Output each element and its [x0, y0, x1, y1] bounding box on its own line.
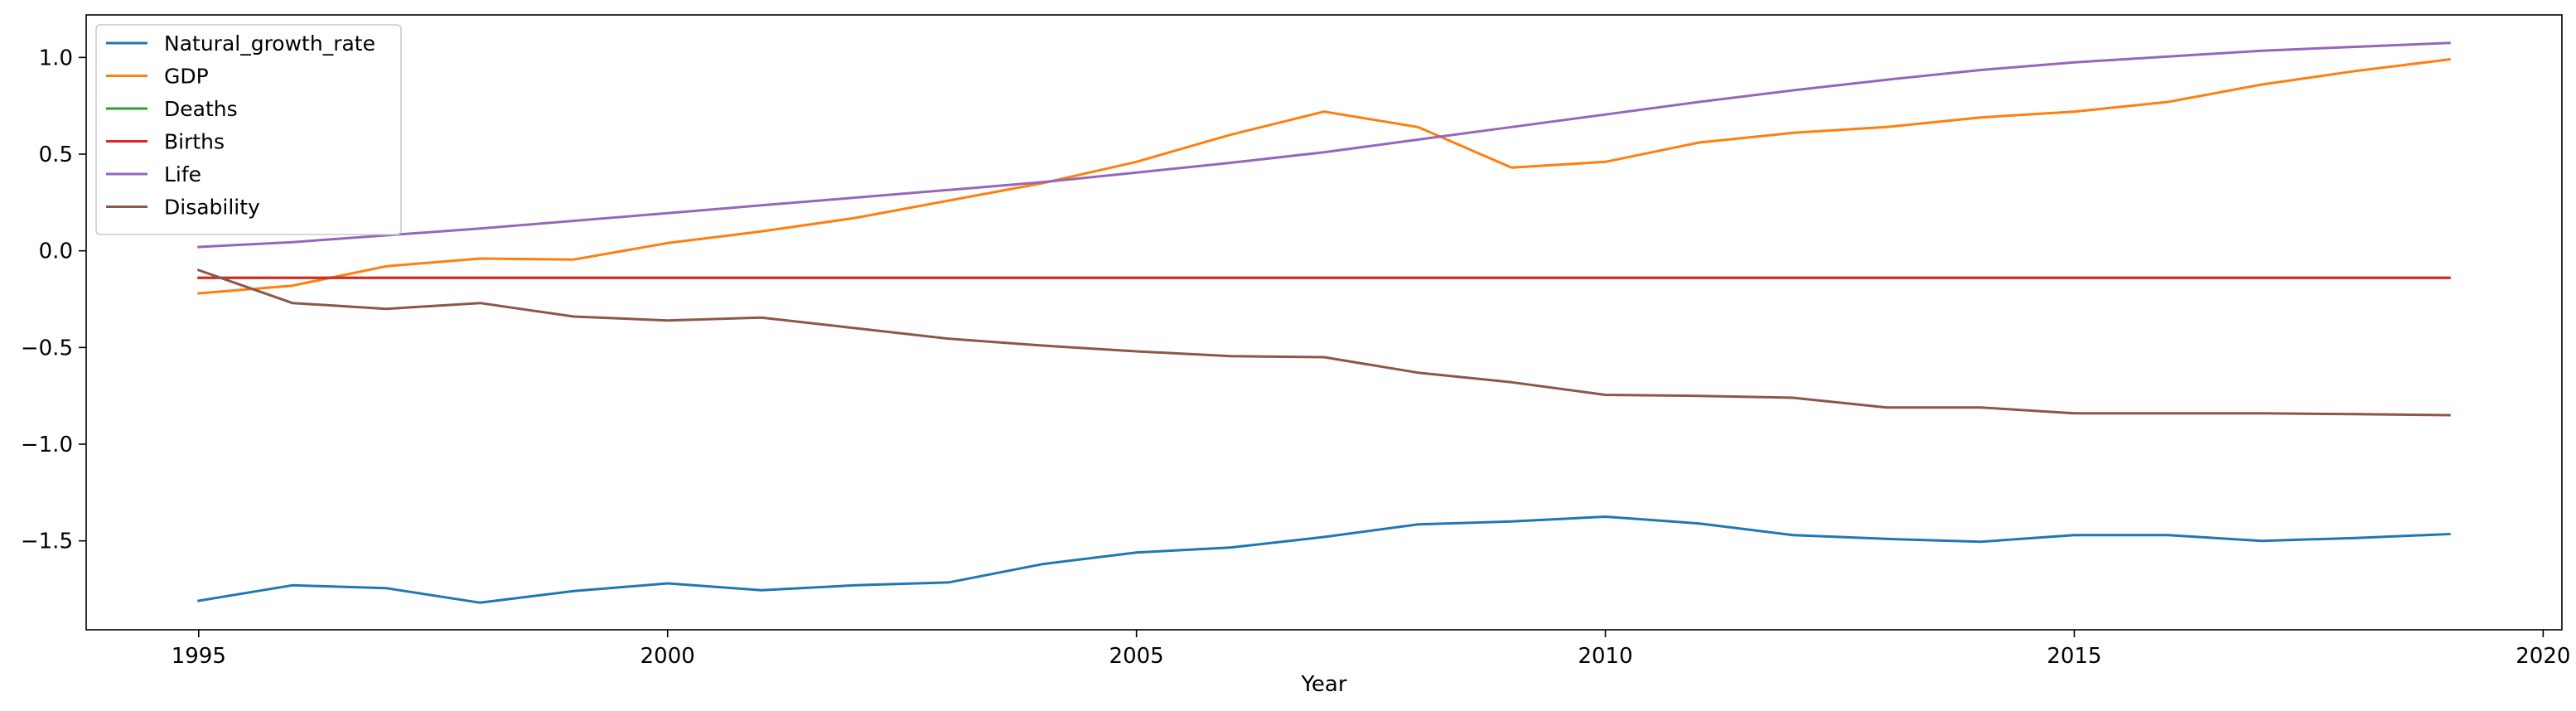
series-line-4	[199, 43, 2449, 247]
legend-label-3: Births	[164, 130, 225, 154]
legend-label-2: Deaths	[164, 97, 238, 121]
x-tick-label: 2010	[1578, 644, 1632, 669]
y-tick-label: 0.0	[39, 239, 73, 264]
series-line-0	[199, 517, 2449, 603]
legend-label-1: GDP	[164, 65, 209, 89]
x-tick-label: 2000	[640, 644, 695, 669]
legend-label-4: Life	[164, 162, 201, 186]
legend-label-0: Natural_growth_rate	[164, 31, 375, 56]
y-tick-label: 0.5	[39, 143, 73, 167]
y-tick-label: 1.0	[39, 46, 73, 70]
x-tick-label: 2015	[2047, 644, 2101, 669]
x-tick-label: 2020	[2516, 644, 2570, 669]
legend: Natural_growth_rate GDP Deaths Births Life Di…	[96, 25, 401, 235]
x-tick-label: 2005	[1109, 644, 1164, 669]
series-line-1	[199, 60, 2449, 293]
series-line-5	[199, 270, 2449, 415]
y-tick-label: −1.5	[21, 530, 73, 554]
x-axis-ticks: 1995 2000 2005 2010 2015 2020	[172, 630, 2571, 669]
y-tick-label: −0.5	[21, 336, 73, 360]
y-tick-label: −1.0	[21, 433, 73, 457]
x-tick-label: 1995	[172, 644, 226, 669]
x-axis-title: Year	[1300, 672, 1346, 697]
legend-label-5: Disability	[164, 196, 260, 220]
y-axis-ticks: −1.5 −1.0 −0.5 0.0 0.5 1.0	[21, 46, 86, 554]
series-lines	[199, 43, 2449, 603]
